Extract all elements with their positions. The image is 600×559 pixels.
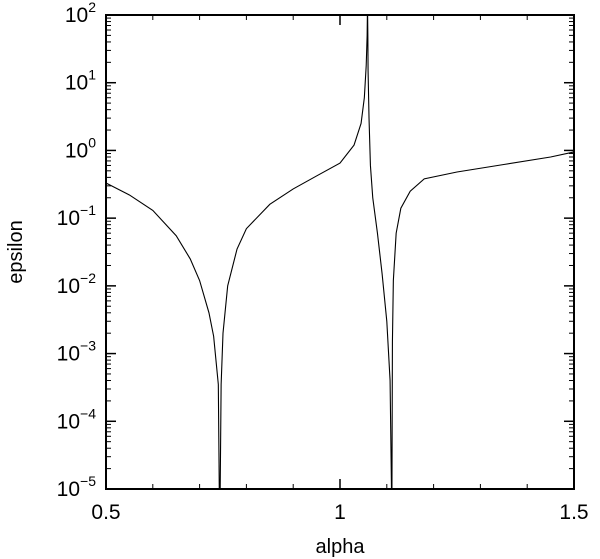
y-tick-exponent: −3 xyxy=(80,338,96,354)
y-tick-exponent: 1 xyxy=(88,67,96,83)
x-axis-label: alpha xyxy=(316,536,366,558)
plot-line-group xyxy=(105,14,575,490)
y-axis-label-group: epsilon xyxy=(5,220,27,283)
y-tick-base: 10 xyxy=(57,410,80,433)
y-tick-base: 10 xyxy=(57,207,80,230)
x-axis-label-group: alpha xyxy=(316,536,366,558)
y-tick-exponent: −4 xyxy=(80,405,96,421)
y-tick-label: 10−3 xyxy=(57,338,97,366)
y-tick-exponent: −5 xyxy=(80,473,96,489)
y-tick-base: 10 xyxy=(57,275,80,298)
y-tick-label: 10−1 xyxy=(57,202,97,230)
x-tick-label: 1.5 xyxy=(559,501,588,524)
y-tick-label: 101 xyxy=(65,67,96,95)
y-tick-exponent: −2 xyxy=(80,270,96,286)
y-tick-base: 10 xyxy=(57,343,80,366)
series-line xyxy=(105,14,575,490)
y-tick-exponent: −1 xyxy=(80,202,96,218)
ticks xyxy=(105,14,575,490)
y-tick-label: 10−4 xyxy=(57,405,97,433)
y-tick-label: 100 xyxy=(65,134,96,162)
y-tick-base: 10 xyxy=(65,72,88,95)
plot-frame xyxy=(105,14,575,490)
y-tick-exponent: 0 xyxy=(88,134,96,150)
y-tick-base: 10 xyxy=(65,4,88,27)
y-tick-label: 10−2 xyxy=(57,270,97,298)
y-axis-label: epsilon xyxy=(5,220,27,283)
y-tick-label: 10−5 xyxy=(57,473,97,501)
y-tick-base: 10 xyxy=(57,478,80,501)
x-tick-label: 1 xyxy=(334,501,346,524)
y-tick-label: 102 xyxy=(65,0,96,27)
y-tick-exponent: 2 xyxy=(88,0,96,15)
y-tick-base: 10 xyxy=(65,139,88,162)
x-tick-label: 0.5 xyxy=(91,501,120,524)
